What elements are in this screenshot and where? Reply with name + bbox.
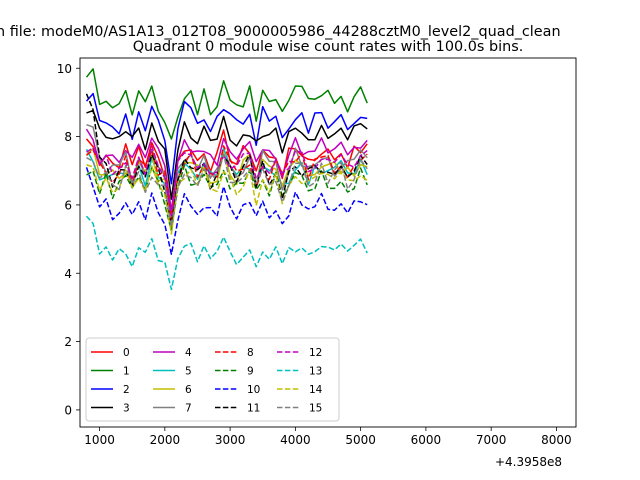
legend-label-6: 6 [185,384,192,396]
series-line-15 [86,153,368,228]
figure-suptitle: n file: modeM0/AS1A13_012T08_9000005986_… [0,24,561,40]
x-tick-label: 3000 [215,433,246,447]
legend-label-7: 7 [185,403,192,415]
legend-label-3: 3 [123,403,130,415]
y-tick-label: 0 [64,403,72,417]
x-tick-label: 2000 [150,433,181,447]
x-tick-label: 4000 [280,433,311,447]
series-line-4 [85,128,368,212]
legend-label-11: 11 [247,403,260,415]
legend-label-5: 5 [185,366,192,378]
legend-label-8: 8 [247,347,254,359]
legend-label-1: 1 [123,366,130,378]
series-line-10 [85,167,368,255]
legend-label-12: 12 [309,347,322,359]
legend-label-14: 14 [309,384,323,396]
legend-label-2: 2 [123,384,130,396]
series-layer [85,68,368,291]
x-tick-label: 6000 [411,433,442,447]
legend-label-15: 15 [309,403,322,415]
series-line-12 [86,145,368,217]
legend-box [85,337,340,422]
y-tick-label: 2 [64,335,72,349]
x-tick-label: 5000 [345,433,376,447]
series-line-1 [85,68,368,140]
x-tick-label: 7000 [476,433,507,447]
legend-label-13: 13 [309,366,322,378]
series-line-3 [86,109,368,200]
legend-label-10: 10 [247,384,260,396]
series-line-14 [86,164,368,235]
chart-title: Quadrant 0 module wise count rates with … [133,39,524,55]
y-tick-label: 4 [64,267,72,281]
legend-label-9: 9 [247,366,254,378]
axes-frame [79,57,577,428]
x-tick-label: 8000 [541,433,572,447]
x-tick-label: 1000 [84,433,115,447]
series-line-13 [85,215,368,291]
y-tick-label: 6 [64,198,72,212]
x-offset-label: +4.3958e8 [495,455,562,469]
legend-label-4: 4 [185,347,192,359]
y-tick-label: 8 [64,130,72,144]
y-tick-label: 10 [57,62,72,76]
legend-label-0: 0 [123,347,130,359]
series-line-8 [86,145,368,221]
